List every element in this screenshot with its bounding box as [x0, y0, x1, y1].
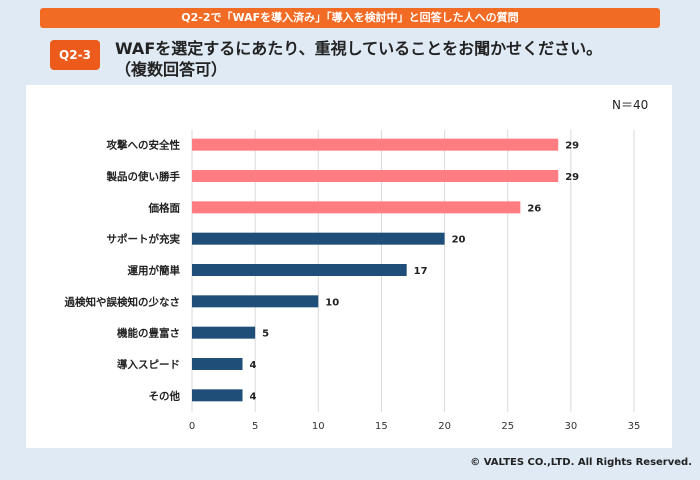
data-label: 20 — [452, 235, 466, 246]
data-label: 26 — [527, 203, 541, 214]
category-label: 攻撃への安全性 — [107, 139, 181, 152]
bar — [192, 232, 445, 245]
bar — [192, 326, 256, 339]
category-label: 価格面 — [148, 201, 181, 214]
data-label: 4 — [250, 391, 257, 402]
bar — [192, 389, 243, 402]
bar — [192, 201, 521, 214]
bar — [192, 295, 319, 308]
data-label: 4 — [250, 360, 257, 371]
category-label: 製品の使い勝手 — [106, 170, 181, 183]
x-tick-label: 35 — [628, 421, 641, 432]
data-label: 29 — [565, 172, 579, 183]
sample-size-note: N＝40 — [612, 98, 649, 112]
category-label: 機能の豊富さ — [117, 327, 180, 340]
bar — [192, 138, 559, 151]
category-label: 過検知や誤検知の少なさ — [64, 295, 181, 308]
x-tick-label: 25 — [501, 421, 514, 432]
x-tick-label: 5 — [252, 421, 258, 432]
bar — [192, 170, 559, 182]
category-label: サポートが充実 — [107, 233, 181, 246]
question-context-banner: Q2-2で「WAFを導入済み」「導入を検討中」と回答した人への質問 — [40, 8, 660, 28]
category-label: 運用が簡単 — [128, 264, 181, 277]
category-label: その他 — [149, 389, 181, 402]
bar — [192, 358, 243, 370]
data-label: 29 — [565, 141, 579, 152]
category-label: 導入スピード — [117, 358, 180, 371]
x-tick-label: 0 — [189, 421, 195, 432]
question-subtitle: （複数回答可） — [115, 60, 228, 79]
copyright: © VALTES CO.,LTD. All Rights Reserved. — [470, 457, 692, 468]
data-label: 5 — [262, 329, 269, 340]
question-title: WAFを選定するにあたり、重視していることをお聞かせください。 — [115, 39, 603, 58]
x-tick-label: 10 — [312, 421, 325, 432]
x-tick-label: 15 — [375, 421, 388, 432]
data-label: 17 — [414, 266, 428, 277]
data-label: 10 — [325, 297, 339, 308]
x-tick-label: 20 — [438, 421, 451, 432]
x-tick-label: 30 — [564, 421, 577, 432]
bar — [192, 264, 407, 276]
question-number-badge: Q2-3 — [50, 40, 100, 70]
